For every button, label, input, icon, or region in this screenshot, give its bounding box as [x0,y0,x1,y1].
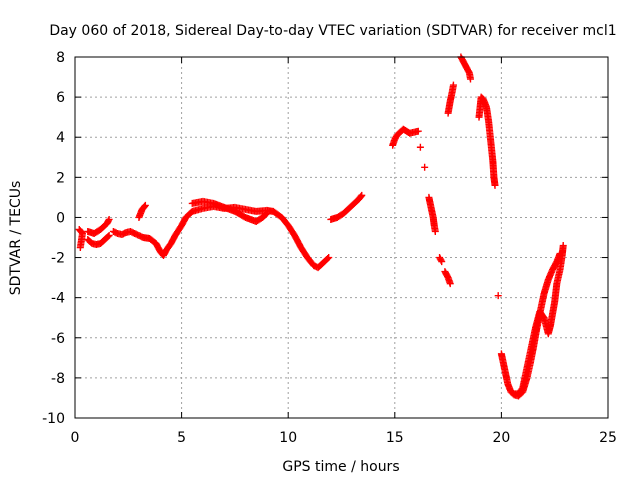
data-point [414,127,422,135]
data-point [104,232,112,240]
data-point [105,231,113,239]
data-point [76,244,84,252]
plot-frame [74,56,609,419]
data-point [325,254,333,262]
y-tick-label: -4 [51,291,65,307]
x-tick-label: 20 [492,430,510,446]
y-tick-label: 6 [56,90,65,106]
data-point [358,191,366,199]
data-point [141,202,149,210]
y-tick-label: 4 [56,130,65,146]
data-point [438,258,446,266]
data-point [421,163,429,171]
data-point [466,75,474,83]
y-tick-label: 8 [56,50,65,66]
y-tick-label: -6 [51,331,65,347]
x-tick-label: 0 [71,430,80,446]
data-point [105,215,113,223]
y-tick-label: 2 [56,170,65,186]
y-axis-ticks: -10 -8 -6 -4 -2 0 2 4 6 8 [42,50,608,427]
data-point [446,280,454,288]
data-point [262,210,270,218]
y-tick-label: -10 [42,411,65,427]
data-point [357,192,365,200]
chart-title: Day 060 of 2018, Sidereal Day-to-day VTE… [49,23,616,39]
data-point [431,227,439,235]
y-tick-label: -8 [51,371,65,387]
data-point [104,217,112,225]
y-axis-label: SDTVAR / TECUs [8,181,24,296]
data-point [263,209,271,217]
data-point [324,255,332,263]
x-axis-label: GPS time / hours [282,459,399,475]
data-point [559,242,567,250]
data-points [75,53,567,400]
x-tick-label: 25 [599,430,617,446]
x-axis-ticks: 0 5 10 15 20 25 [71,57,617,446]
x-tick-label: 15 [386,430,404,446]
data-point [437,256,445,264]
x-tick-label: 5 [177,430,186,446]
data-point [491,181,499,189]
data-point [141,201,149,209]
x-tick-label: 10 [279,430,297,446]
data-point [449,81,457,89]
data-point [416,143,424,151]
y-tick-label: 0 [56,210,65,226]
data-point [494,292,502,300]
y-tick-label: -2 [51,251,65,267]
